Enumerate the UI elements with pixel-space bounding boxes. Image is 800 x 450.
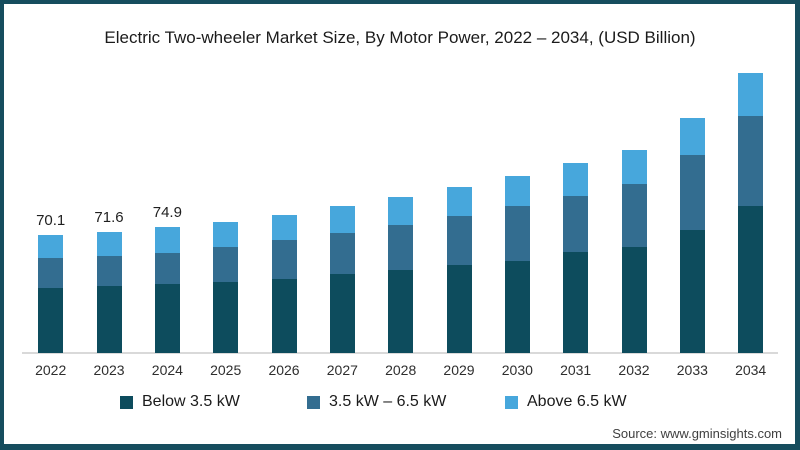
bar-2028 — [388, 196, 414, 353]
segment-above-6.5-kw — [504, 175, 530, 206]
segment-below-3.5-kw — [504, 260, 530, 353]
segment-above-6.5-kw — [446, 186, 472, 217]
segment-3.5-kw-6.5-kw — [563, 195, 589, 253]
bar-2032 — [621, 150, 647, 353]
segment-above-6.5-kw — [738, 73, 764, 117]
legend-swatch-above-6-5kw-icon — [505, 395, 518, 409]
x-tick-2029: 2029 — [443, 362, 475, 378]
bar-2022 — [38, 234, 64, 353]
segment-above-6.5-kw — [388, 196, 414, 226]
value-label-2022: 70.1 — [36, 211, 66, 229]
segment-3.5-kw-6.5-kw — [38, 258, 64, 288]
value-label-2024: 74.9 — [152, 203, 182, 221]
segment-above-6.5-kw — [563, 163, 589, 196]
legend-label: Above 6.5 kW — [527, 393, 627, 410]
segment-3.5-kw-6.5-kw — [388, 225, 414, 270]
legend-item-above-6-5kw: Above 6.5 kW — [505, 393, 627, 411]
bar-2030 — [504, 175, 530, 353]
segment-3.5-kw-6.5-kw — [679, 155, 705, 230]
segment-above-6.5-kw — [271, 214, 297, 240]
source-attribution: Source: www.gminsights.com — [612, 426, 782, 441]
legend-swatch-below-3-5kw-icon — [120, 395, 133, 409]
bar-2024 — [154, 226, 180, 353]
legend-label: Below 3.5 kW — [142, 393, 240, 410]
segment-above-6.5-kw — [621, 150, 647, 184]
x-tick-2030: 2030 — [501, 362, 533, 378]
x-tick-2027: 2027 — [326, 362, 358, 378]
bar-2023 — [96, 232, 122, 353]
bar-2034 — [738, 73, 764, 353]
segment-3.5-kw-6.5-kw — [446, 216, 472, 265]
segment-below-3.5-kw — [388, 269, 414, 353]
segment-above-6.5-kw — [679, 118, 705, 156]
segment-below-3.5-kw — [96, 286, 122, 353]
segment-above-6.5-kw — [96, 232, 122, 257]
legend-item-3-5kw-6-5kw: 3.5 kW – 6.5 kW — [307, 393, 446, 411]
x-tick-2022: 2022 — [35, 362, 67, 378]
x-tick-2034: 2034 — [735, 362, 767, 378]
chart-title: Electric Two-wheeler Market Size, By Mot… — [104, 28, 696, 47]
segment-3.5-kw-6.5-kw — [154, 253, 180, 285]
x-tick-2025: 2025 — [210, 362, 242, 378]
legend: Below 3.5 kW 3.5 kW – 6.5 kW Above 6.5 k… — [0, 393, 800, 413]
segment-above-6.5-kw — [38, 234, 64, 259]
x-tick-2028: 2028 — [385, 362, 417, 378]
x-tick-2024: 2024 — [151, 362, 183, 378]
legend-item-below-3-5kw: Below 3.5 kW — [120, 393, 240, 411]
x-tick-2031: 2031 — [560, 362, 592, 378]
legend-swatch-3-5kw-6-5kw-icon — [307, 395, 320, 409]
value-label-2023: 71.6 — [94, 209, 124, 227]
x-tick-2026: 2026 — [268, 362, 300, 378]
x-axis-line — [22, 352, 778, 354]
bar-2026 — [271, 214, 297, 353]
segment-above-6.5-kw — [213, 221, 239, 248]
segment-3.5-kw-6.5-kw — [738, 116, 764, 207]
segment-below-3.5-kw — [271, 278, 297, 353]
segment-3.5-kw-6.5-kw — [504, 205, 530, 261]
bar-2029 — [446, 186, 472, 353]
segment-3.5-kw-6.5-kw — [329, 232, 355, 275]
segment-3.5-kw-6.5-kw — [96, 256, 122, 287]
segment-above-6.5-kw — [329, 206, 355, 233]
segment-3.5-kw-6.5-kw — [271, 239, 297, 279]
segment-below-3.5-kw — [213, 282, 239, 353]
legend-label: 3.5 kW – 6.5 kW — [329, 393, 447, 410]
segment-below-3.5-kw — [621, 246, 647, 353]
bar-2027 — [329, 206, 355, 353]
segment-below-3.5-kw — [329, 274, 355, 353]
segment-below-3.5-kw — [446, 264, 472, 353]
x-tick-2033: 2033 — [676, 362, 708, 378]
segment-below-3.5-kw — [563, 252, 589, 353]
segment-3.5-kw-6.5-kw — [621, 183, 647, 247]
bar-2033 — [679, 118, 705, 353]
bar-2025 — [213, 221, 239, 353]
segment-below-3.5-kw — [38, 287, 64, 353]
segment-3.5-kw-6.5-kw — [213, 247, 239, 283]
x-tick-2023: 2023 — [93, 362, 125, 378]
bar-2031 — [563, 163, 589, 353]
segment-below-3.5-kw — [738, 206, 764, 353]
segment-above-6.5-kw — [154, 226, 180, 254]
x-tick-2032: 2032 — [618, 362, 650, 378]
segment-below-3.5-kw — [679, 229, 705, 353]
segment-below-3.5-kw — [154, 284, 180, 353]
